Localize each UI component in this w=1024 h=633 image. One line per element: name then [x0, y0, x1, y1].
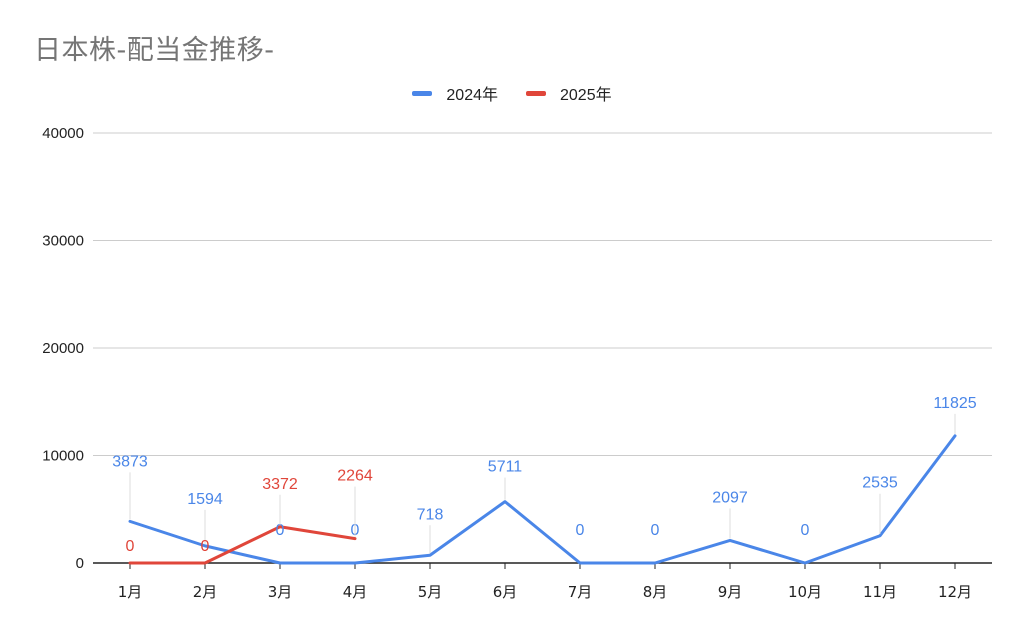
x-tick-label: 10月 — [788, 583, 822, 601]
series-line-2024 — [128, 434, 957, 565]
data-label-2025: 2264 — [337, 468, 373, 485]
x-tick-label: 8月 — [643, 583, 668, 601]
data-label-2024: 2535 — [862, 475, 898, 492]
data-label-2024: 0 — [651, 522, 660, 539]
x-tick-label: 12月 — [938, 583, 972, 601]
y-tick-label: 0 — [76, 555, 84, 572]
x-tick-label: 2月 — [193, 583, 218, 601]
legend-swatch-2025 — [526, 90, 546, 96]
x-tick-label: 3月 — [268, 583, 293, 601]
x-tick-label: 9月 — [718, 583, 743, 601]
data-label-2024: 11825 — [933, 395, 976, 412]
legend-label-2024: 2024年 — [446, 87, 498, 104]
data-label-2024: 1594 — [187, 491, 223, 508]
x-tick-label: 5月 — [418, 583, 443, 601]
data-label-2025: 0 — [126, 538, 135, 555]
chart-title: 日本株-配当金推移- — [34, 35, 275, 66]
data-label-2024: 2097 — [712, 489, 748, 506]
y-tick-label: 10000 — [42, 448, 84, 465]
data-label-2024: 0 — [576, 522, 585, 539]
x-tick-label: 7月 — [568, 583, 593, 601]
x-tick-label: 4月 — [343, 583, 368, 601]
legend-item-2025[interactable]: 2025年 — [526, 81, 612, 105]
y-tick-label: 40000 — [42, 125, 84, 142]
data-label-2025: 3372 — [262, 476, 298, 493]
legend-swatch-2024 — [412, 90, 433, 96]
legend: 2024年 2025年 — [0, 81, 1024, 105]
data-label-2025: 0 — [201, 538, 210, 555]
data-label-2024: 5711 — [488, 459, 523, 476]
data-label-2024: 3873 — [112, 453, 148, 470]
x-tick-label: 11月 — [863, 583, 897, 601]
x-tick-label: 1月 — [118, 583, 143, 601]
y-tick-label: 30000 — [42, 233, 84, 250]
data-label-2024: 718 — [417, 506, 444, 523]
data-label-2024: 0 — [276, 522, 285, 539]
x-tick-label: 6月 — [493, 583, 518, 601]
legend-label-2025: 2025年 — [560, 87, 612, 104]
y-tick-label: 20000 — [42, 340, 84, 357]
series-line-2025 — [128, 525, 357, 565]
legend-item-2024[interactable]: 2024年 — [412, 81, 498, 105]
data-label-2024: 0 — [801, 522, 810, 539]
